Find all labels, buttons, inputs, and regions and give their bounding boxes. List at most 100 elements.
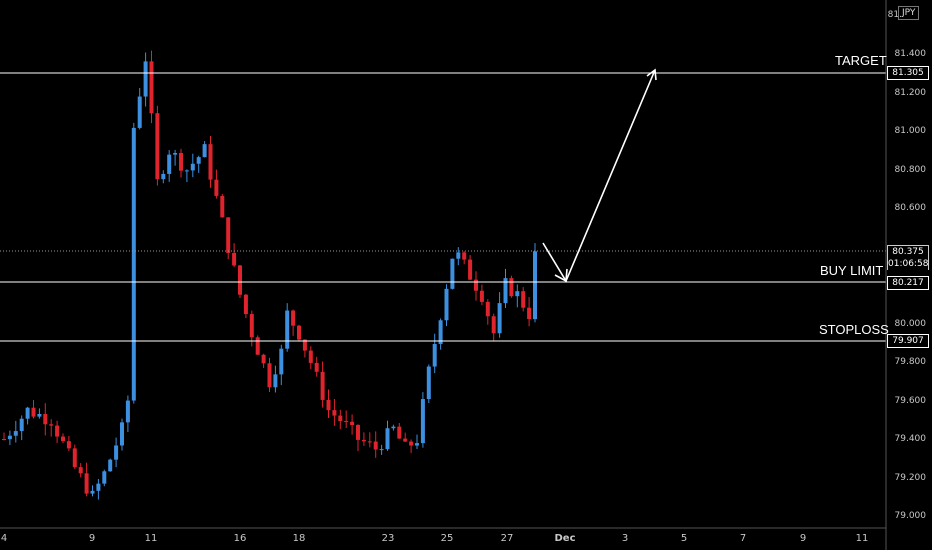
candle-body: [474, 279, 478, 291]
y-tick-label: 81.400: [894, 49, 927, 59]
x-tick-label: Dec: [554, 533, 576, 544]
stoploss-label: STOPLOSS: [819, 322, 889, 337]
candle-body: [84, 473, 89, 494]
candle-body: [297, 325, 301, 340]
candle-body: [220, 195, 225, 218]
candle-body: [267, 363, 272, 388]
candle-body: [326, 399, 331, 411]
candle-body: [13, 431, 18, 436]
candle-body: [415, 443, 419, 446]
candle-body: [137, 96, 142, 128]
candle-body: [249, 314, 254, 338]
y-tick-label: 81.200: [894, 87, 927, 98]
candle-body: [373, 441, 378, 450]
candle-body: [385, 428, 390, 450]
currency-badge[interactable]: JPY: [898, 6, 920, 20]
candle-body: [521, 291, 526, 308]
candle-body: [320, 371, 325, 400]
x-tick-label: 23: [381, 533, 395, 544]
candle-body: [503, 278, 508, 304]
candle-body: [285, 310, 290, 349]
y-tick-label: 80.000: [894, 318, 927, 329]
candle-body: [232, 252, 237, 266]
y-tick-label: 79.000: [894, 511, 927, 521]
candle-body: [125, 400, 130, 423]
candle-body: [179, 153, 183, 171]
x-tick-label: 9: [799, 533, 807, 544]
x-tick-label: 27: [500, 533, 514, 544]
y-tick-label: 79.200: [894, 472, 927, 483]
candle-body: [7, 435, 12, 440]
candle-body: [409, 441, 414, 446]
candle-body: [196, 157, 201, 164]
candle-body: [515, 291, 520, 297]
x-tick-label: 18: [292, 533, 306, 544]
candle-body: [367, 441, 372, 443]
candle-body: [49, 424, 54, 426]
candle-body: [202, 144, 207, 158]
y-tick-partial: 81.: [887, 10, 902, 20]
y-tick-label: 79.400: [894, 434, 927, 444]
candle-body: [108, 459, 113, 472]
candle-body: [332, 410, 337, 416]
target-price-box: 81.305: [887, 66, 929, 80]
candle-body: [173, 153, 178, 155]
x-tick-label: 7: [739, 533, 747, 544]
x-tick-label: 3: [621, 533, 629, 544]
candle-body: [462, 252, 467, 260]
candle-body: [279, 348, 284, 375]
candle-body: [497, 303, 502, 334]
candle-body: [255, 337, 260, 355]
buy-limit-price-box: 80.217: [887, 276, 929, 290]
candle-body: [456, 252, 461, 259]
candle-body: [72, 448, 77, 468]
candle-body: [338, 415, 343, 422]
candle-body: [361, 439, 366, 442]
candle-body: [350, 421, 355, 426]
stoploss-price-box: 79.907: [887, 334, 929, 348]
candle-body: [308, 350, 313, 363]
candle-body: [114, 445, 119, 460]
candle-body: [302, 339, 307, 351]
countdown-box: 01:06:58: [887, 258, 929, 270]
candle-body: [391, 426, 396, 429]
candle-body: [161, 173, 166, 180]
candle-body: [426, 366, 431, 400]
x-tick-label: 25: [440, 533, 454, 544]
candle-body: [344, 421, 349, 423]
candle-body: [90, 490, 95, 494]
candle-body: [167, 154, 172, 174]
candle-body: [78, 467, 83, 474]
candle-body: [61, 436, 65, 442]
x-tick-label: 5: [680, 533, 688, 544]
projection-arrow: [542, 69, 656, 283]
candle-body: [208, 144, 213, 180]
candle-body: [43, 414, 48, 425]
candle-body: [214, 179, 219, 196]
candle-body: [397, 426, 402, 439]
candle-body: [37, 414, 42, 417]
candle-body: [143, 61, 148, 97]
candle-body: [356, 425, 360, 440]
candle-body: [149, 61, 154, 114]
candle-body: [450, 258, 455, 289]
last-price-box: 80.375: [887, 245, 929, 258]
candle-body: [533, 251, 537, 320]
x-tick-label: 11: [144, 533, 158, 544]
candle-body: [432, 344, 437, 367]
candle-body: [2, 439, 6, 440]
candle-body: [31, 407, 36, 417]
candle-body: [96, 483, 101, 491]
x-tick-label: 11: [855, 533, 869, 544]
candle-body: [226, 217, 231, 253]
candle-body: [131, 127, 136, 401]
target-label: TARGET: [835, 53, 887, 68]
candle-body: [491, 316, 496, 334]
x-tick-label: 9: [88, 533, 96, 544]
candle-body: [120, 422, 124, 446]
candle-body: [314, 362, 319, 372]
buy-limit-label: BUY LIMIT: [820, 263, 884, 278]
candle-body: [527, 307, 532, 320]
candle-body: [485, 301, 490, 317]
